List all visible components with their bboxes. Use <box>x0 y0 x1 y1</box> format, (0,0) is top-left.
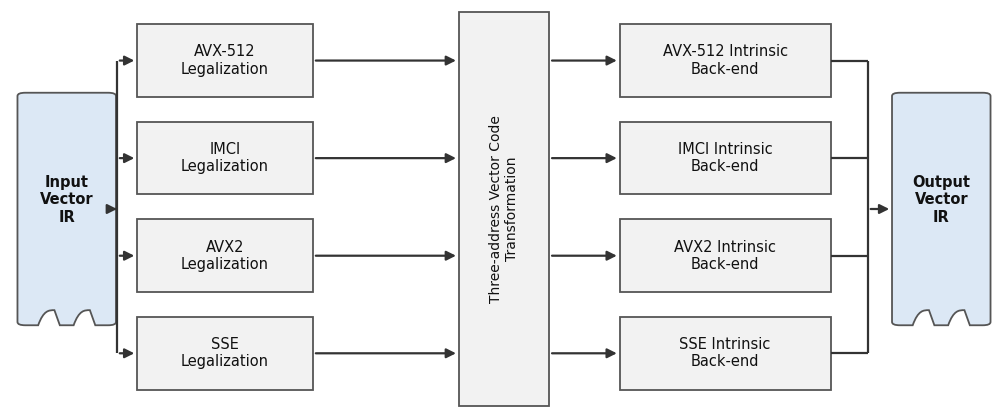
Text: AVX-512 Intrinsic
Back-end: AVX-512 Intrinsic Back-end <box>662 44 787 77</box>
Text: Output
Vector
IR: Output Vector IR <box>912 175 971 224</box>
Bar <box>620 219 831 292</box>
Text: IMCI Intrinsic
Back-end: IMCI Intrinsic Back-end <box>677 142 772 174</box>
Text: IMCI
Legalization: IMCI Legalization <box>181 142 269 174</box>
Text: Input
Vector
IR: Input Vector IR <box>40 175 94 224</box>
Bar <box>137 317 313 390</box>
Text: AVX-512
Legalization: AVX-512 Legalization <box>181 44 269 77</box>
Text: SSE
Legalization: SSE Legalization <box>181 337 269 370</box>
Bar <box>459 12 549 406</box>
Bar <box>620 317 831 390</box>
Bar <box>137 24 313 97</box>
Bar <box>137 122 313 194</box>
Text: SSE Intrinsic
Back-end: SSE Intrinsic Back-end <box>679 337 771 370</box>
Bar <box>137 219 313 292</box>
Text: AVX2
Legalization: AVX2 Legalization <box>181 240 269 272</box>
Bar <box>620 24 831 97</box>
Text: AVX2 Intrinsic
Back-end: AVX2 Intrinsic Back-end <box>674 240 776 272</box>
Text: Three-address Vector Code
Transformation: Three-address Vector Code Transformation <box>489 115 519 303</box>
PathPatch shape <box>892 93 991 325</box>
Bar <box>620 122 831 194</box>
PathPatch shape <box>17 93 116 325</box>
